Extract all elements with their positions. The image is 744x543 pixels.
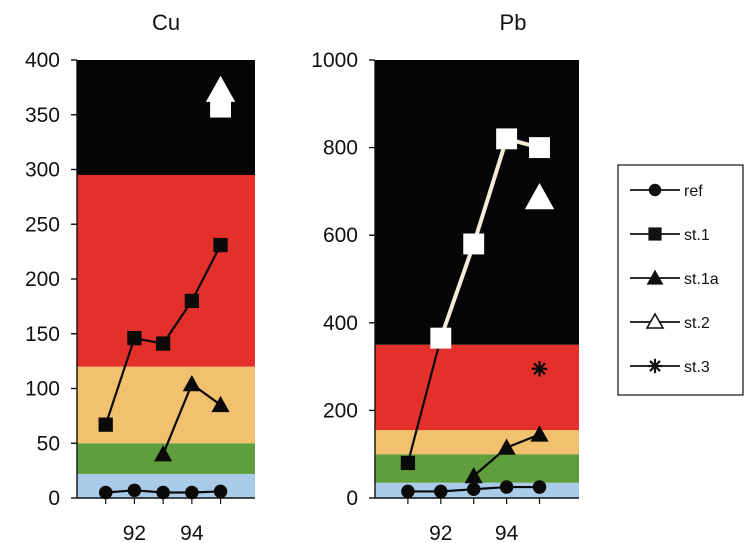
pb-series-1-point-0 [400,455,416,471]
cu-series-2-point-1 [182,375,201,392]
pb-band-3 [375,344,579,431]
pb-x-tick-label-0: 92 [429,522,452,543]
cu-y-tick-label-0: 0 [48,487,60,510]
pb-series-3-point-2 [496,128,518,150]
cu-y-tick-label-2: 100 [25,378,60,401]
pb-series-5 [531,360,548,377]
cu-y-tick-label-5: 250 [25,213,60,236]
pb-series-3-point-0 [430,327,452,349]
cu-panel: Cu 0 50 100 150 200 250 300 350 400 92 94 [25,10,255,543]
cu-series-4 [210,96,231,118]
legend-marker-1 [648,227,662,241]
pb-y-tick-label-1: 200 [323,399,358,422]
pb-series-2-point-0 [464,467,483,484]
pb-series-0-point-1 [434,484,448,499]
cu-series-0 [98,483,228,500]
cu-title: Cu [152,10,180,35]
legend-label-1: st.1 [684,227,710,244]
cu-y-tick-label-4: 200 [25,268,60,291]
cu-series-1-point-0 [98,417,113,432]
pb-series-3-point-1 [463,233,485,255]
legend-label-4: st.3 [684,359,710,376]
legend-marker-0 [648,183,662,197]
legend-marker-3 [645,312,665,329]
pb-x-tick-label-1: 94 [495,522,519,543]
cu-series-1-point-4 [213,237,228,253]
pb-series-4 [524,183,555,210]
cu-series-1-point-1 [127,330,142,346]
cu-series-0-point-4 [213,484,228,499]
pb-y-tick-label-5: 1000 [311,49,358,72]
pb-band-2 [375,430,579,455]
pb-y-tick-label-2: 400 [323,312,358,335]
pb-series-2-point-2 [530,425,549,442]
pb-series-5-point-0 [531,360,548,377]
legend: ref st.1 st.1a st.2 st.3 [617,164,744,396]
pb-y-tick-label-4: 800 [323,137,358,160]
cu-series-2 [154,375,230,462]
cu-series-0-point-3 [185,485,199,500]
pb-series-3 [430,128,550,349]
pb-series-0-point-2 [466,482,481,496]
cu-series-0-point-0 [98,485,113,500]
cu-series-4-point-0 [210,96,231,118]
pb-series-0 [401,480,547,499]
legend-label-2: st.1a [684,271,719,288]
pb-series-3-line [438,136,541,339]
cu-series-1-point-3 [184,293,199,309]
cu-series-2-point-2 [211,395,230,413]
legend-box [617,164,744,396]
pb-series-0-point-0 [401,484,415,499]
cu-series-1 [98,237,228,432]
cu-series-1-point-2 [155,336,171,351]
cu-y-tick-label-7: 350 [25,104,60,127]
cu-series-2-point-0 [154,445,173,462]
cu-series-0-point-1 [127,483,142,498]
pb-series-0-point-4 [532,480,547,494]
pb-series-2 [464,425,549,484]
pb-y-tick-label-0: 0 [346,487,358,510]
cu-y-tick-label-1: 50 [37,432,60,455]
legend-marker-4 [647,358,663,374]
pb-series-4-point-0 [524,183,555,210]
legend-label-3: st.2 [684,315,710,332]
cu-x-tick-label-1: 94 [180,522,204,543]
cu-series-0-point-2 [156,485,170,500]
pb-panel: Pb 0 200 400 600 800 1000 92 94 [311,10,579,543]
pb-title: Pb [500,10,527,35]
legend-marker-2 [646,269,664,285]
pb-series-0-point-3 [499,480,514,494]
legend-label-0: ref [684,183,703,200]
pb-series-2-point-1 [497,438,516,455]
cu-band-3 [77,174,255,367]
cu-y-tick-label-6: 300 [25,159,60,182]
cu-y-tick-label-3: 150 [25,323,60,346]
pb-series-3-point-3 [529,137,550,159]
cu-y-tick-label-8: 400 [25,49,60,72]
cu-x-tick-label-0: 92 [123,522,146,543]
pb-series-1-line [406,337,442,464]
pb-y-tick-label-3: 600 [323,224,358,247]
